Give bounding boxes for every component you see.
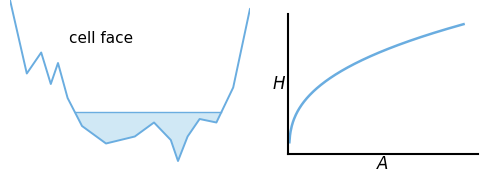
Text: cell face: cell face bbox=[69, 31, 134, 46]
X-axis label: A: A bbox=[377, 155, 388, 173]
Polygon shape bbox=[75, 112, 222, 161]
Y-axis label: H: H bbox=[273, 75, 285, 93]
